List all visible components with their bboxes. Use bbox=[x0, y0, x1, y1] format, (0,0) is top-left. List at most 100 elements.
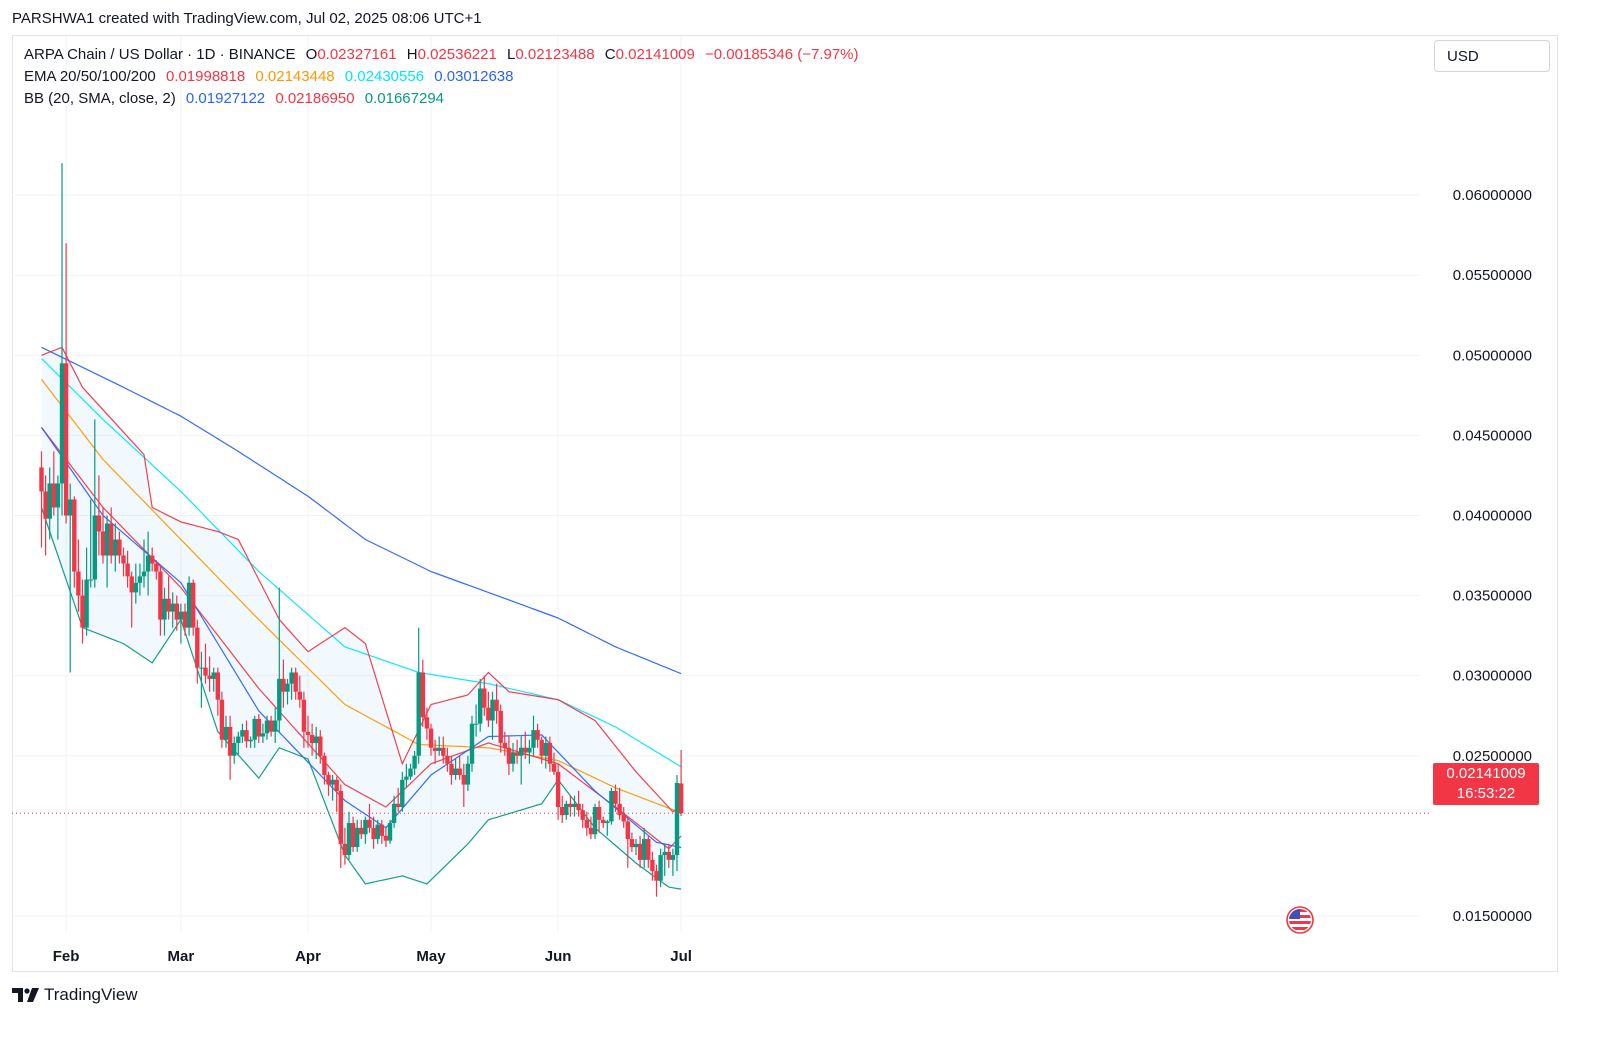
candle-body bbox=[510, 752, 516, 764]
candle bbox=[654, 864, 659, 897]
candle-body bbox=[437, 747, 442, 751]
candle bbox=[432, 739, 438, 764]
candle bbox=[84, 547, 89, 636]
currency-selector[interactable]: USD bbox=[1434, 40, 1550, 72]
candle-body bbox=[576, 803, 581, 811]
candle bbox=[572, 795, 577, 817]
candle bbox=[400, 771, 405, 812]
us-flag-icon[interactable] bbox=[1286, 906, 1314, 934]
candle-body bbox=[248, 739, 253, 742]
candle-body bbox=[334, 779, 339, 791]
candle-body bbox=[199, 667, 204, 669]
candle-body bbox=[642, 839, 647, 860]
low-label: L bbox=[507, 46, 516, 63]
candle bbox=[523, 731, 528, 759]
x-tick-label: May bbox=[416, 948, 446, 965]
ohlc-low: L0.02123488 bbox=[507, 46, 595, 63]
line-ema-200 bbox=[41, 346, 682, 675]
candle-body bbox=[96, 515, 102, 532]
candle bbox=[104, 515, 110, 588]
candle-body bbox=[227, 726, 233, 756]
candle bbox=[129, 571, 134, 628]
candle-body bbox=[441, 747, 446, 756]
bb-upper-value: 0.02186950 bbox=[275, 90, 355, 107]
candle bbox=[137, 563, 143, 596]
candle bbox=[166, 576, 171, 620]
candle bbox=[670, 848, 676, 876]
candle-body bbox=[43, 491, 48, 519]
candle bbox=[404, 763, 409, 788]
candle-body bbox=[59, 363, 65, 484]
candle-body bbox=[605, 821, 610, 824]
candle bbox=[543, 736, 548, 769]
symbol-title[interactable]: ARPA Chain / US Dollar · 1D · BINANCE bbox=[24, 46, 296, 63]
candle bbox=[162, 587, 167, 636]
candle-body bbox=[166, 598, 171, 612]
candle-body bbox=[285, 683, 290, 692]
candle-body bbox=[170, 603, 175, 612]
candle-body bbox=[318, 736, 323, 756]
chart-legend: ARPA Chain / US Dollar · 1D · BINANCE O0… bbox=[24, 44, 865, 110]
candle-body bbox=[617, 803, 622, 816]
candle-body bbox=[424, 717, 430, 729]
y-tick-label: 0.02500000 bbox=[1453, 748, 1532, 765]
candle-body bbox=[84, 579, 89, 628]
candle bbox=[441, 736, 446, 764]
bar-countdown: 16:53:22 bbox=[1456, 785, 1516, 802]
candle-body bbox=[572, 803, 577, 808]
candle bbox=[203, 643, 208, 684]
candle bbox=[232, 736, 237, 764]
candle bbox=[121, 547, 126, 577]
candle bbox=[59, 163, 65, 516]
candle bbox=[428, 723, 434, 756]
candle bbox=[449, 755, 454, 785]
change-value: −0.00185346 (−7.97%) bbox=[705, 46, 859, 63]
candle-body bbox=[531, 730, 536, 748]
candle-body bbox=[68, 499, 73, 516]
ema-label[interactable]: EMA 20/50/100/200 bbox=[24, 68, 156, 85]
candle-body bbox=[154, 563, 159, 572]
candle-body bbox=[625, 821, 630, 840]
candle-body bbox=[461, 774, 466, 785]
candle-body bbox=[277, 678, 282, 721]
candle bbox=[592, 803, 598, 840]
bollinger-band-fill bbox=[41, 347, 682, 890]
candle bbox=[658, 848, 663, 888]
candle-body bbox=[51, 483, 56, 508]
candle-body bbox=[592, 807, 598, 835]
tradingview-logo[interactable]: TradingView bbox=[12, 985, 138, 1005]
x-tick-label: Apr bbox=[295, 948, 321, 965]
candle-body bbox=[473, 723, 479, 725]
candle bbox=[63, 243, 69, 524]
candle bbox=[359, 819, 364, 840]
candle-body bbox=[330, 779, 335, 785]
candle-body bbox=[350, 823, 356, 848]
candle bbox=[330, 774, 335, 801]
legend-symbol-row: ARPA Chain / US Dollar · 1D · BINANCE O0… bbox=[24, 44, 865, 66]
candle-body bbox=[666, 851, 671, 860]
candle-body bbox=[535, 730, 540, 740]
candle bbox=[195, 619, 200, 684]
high-label: H bbox=[406, 46, 418, 63]
candle bbox=[605, 819, 610, 836]
candle bbox=[248, 736, 253, 748]
candle bbox=[273, 707, 278, 743]
candle bbox=[277, 587, 282, 732]
candle-body bbox=[186, 582, 192, 628]
candle-body bbox=[195, 627, 200, 668]
y-tick-label: 0.06000000 bbox=[1453, 187, 1532, 204]
candle bbox=[145, 531, 151, 596]
candle-body bbox=[678, 783, 684, 814]
candle bbox=[617, 787, 622, 820]
candle-body bbox=[490, 699, 495, 721]
candle bbox=[621, 807, 626, 828]
candle bbox=[76, 539, 81, 612]
bb-label[interactable]: BB (20, SMA, close, 2) bbox=[24, 90, 176, 107]
candle bbox=[293, 667, 298, 700]
candle bbox=[72, 496, 77, 588]
candle bbox=[391, 795, 397, 828]
candle bbox=[629, 832, 635, 852]
candle-body bbox=[256, 718, 261, 737]
candle-body bbox=[539, 739, 544, 756]
